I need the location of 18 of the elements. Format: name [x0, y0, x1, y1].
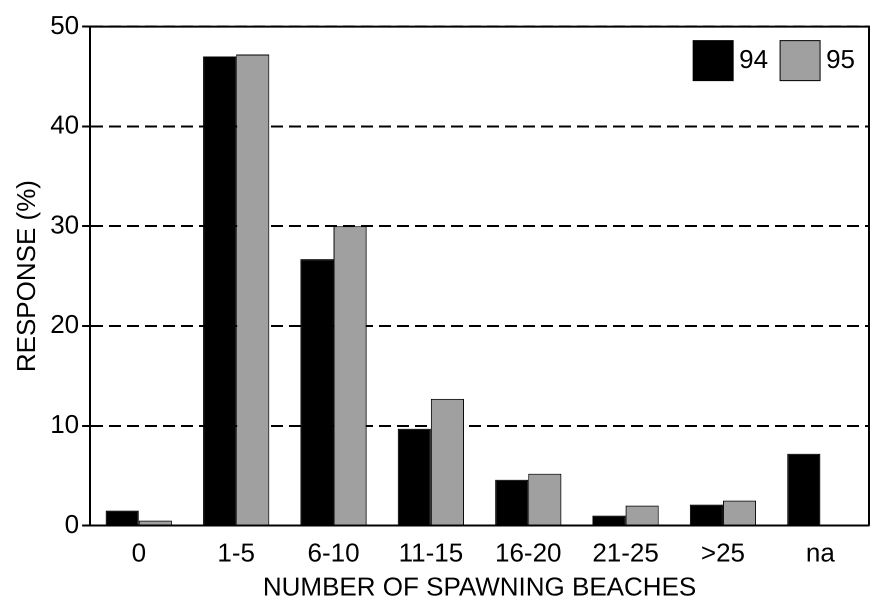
legend-label: 95	[826, 44, 855, 74]
y-tick-label: 20	[50, 309, 80, 340]
x-tick-label: 16-20	[494, 537, 562, 568]
y-tick-label: 10	[50, 408, 80, 439]
x-tick-label: 6-10	[307, 537, 360, 568]
x-axis-title: NUMBER OF SPAWNING BEACHES	[262, 572, 696, 602]
x-tick-label: 11-15	[398, 537, 464, 568]
x-tick-label: 0	[132, 537, 146, 568]
x-tick-label: 1-5	[217, 537, 255, 568]
y-axis-title: RESPONSE (%)	[10, 180, 41, 372]
x-tick-label: 21-25	[592, 537, 659, 568]
y-tick-label: 50	[50, 10, 80, 40]
x-tick-label: na	[806, 537, 836, 568]
x-tick-label: >25	[700, 537, 746, 568]
y-tick-label: 30	[50, 209, 80, 240]
y-tick-label: 0	[64, 508, 80, 539]
legend-label: 94	[739, 44, 768, 74]
y-tick-label: 40	[50, 110, 80, 140]
